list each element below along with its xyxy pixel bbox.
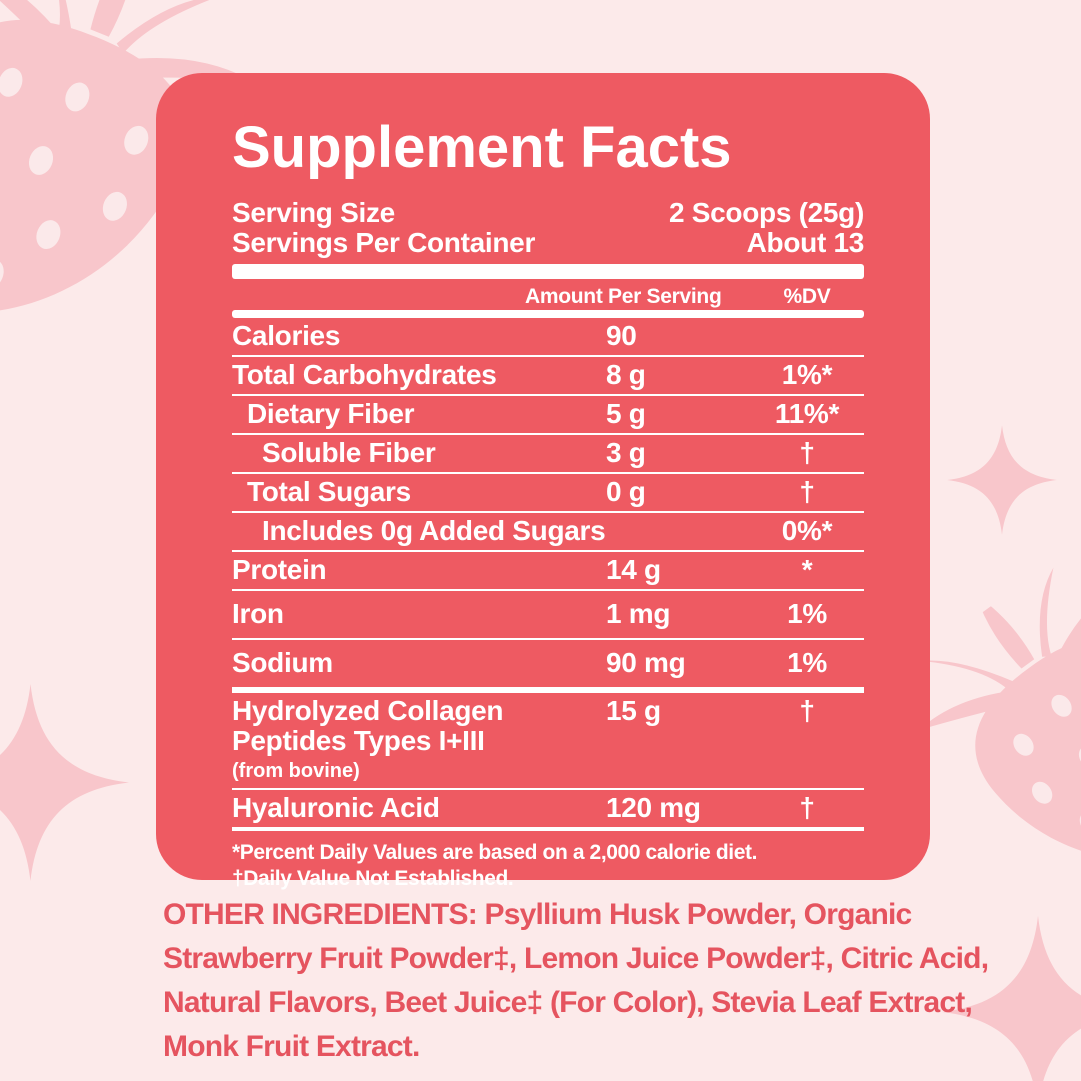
nutrient-dv: †	[799, 437, 815, 468]
servings-per-container-value: About 13	[746, 227, 865, 258]
nutrient-amount: 15 g	[606, 695, 661, 726]
table-row: Calories 90	[232, 318, 864, 357]
servings-per-container-label: Servings Per Container	[232, 227, 536, 258]
nutrient-amount: 5 g	[606, 398, 646, 429]
table-row: Dietary Fiber 5 g 11%*	[232, 396, 864, 435]
nutrient-name: Total Sugars	[247, 476, 411, 507]
table-row: Total Sugars 0 g †	[232, 474, 864, 513]
other-ingredients-line: Natural Flavors, Beet Juice‡ (For Color)…	[163, 986, 973, 1019]
table-row: Protein 14 g *	[232, 552, 864, 591]
nutrient-amount: 8 g	[606, 359, 646, 390]
table-row: Hydrolyzed Collagen Peptides Types I+III(…	[232, 693, 864, 790]
table-header: Amount Per Serving %DV	[232, 284, 864, 310]
serving-size-label: Serving Size	[232, 197, 395, 228]
table-row: Soluble Fiber 3 g †	[232, 435, 864, 474]
nutrient-name: Includes 0g Added Sugars	[262, 515, 606, 546]
nutrient-dv: 11%*	[774, 398, 840, 429]
serving-size-value: 2 Scoops (25g)	[669, 197, 864, 228]
supplement-facts-panel: Supplement Facts Serving Size 2 Scoops (…	[156, 73, 930, 890]
nutrient-name: Soluble Fiber	[262, 437, 436, 468]
nutrient-dv: †	[799, 476, 815, 507]
other-ingredients-line: Monk Fruit Extract.	[163, 1030, 420, 1063]
nutrient-dv: 1%	[787, 598, 827, 629]
amount-per-serving-header: Amount Per Serving	[525, 285, 722, 308]
table-row: Total Carbohydrates 8 g 1%*	[232, 357, 864, 396]
nutrient-amount: 90	[606, 320, 637, 351]
panel-title: Supplement Facts	[232, 115, 732, 180]
footnote-line: *Percent Daily Values are based on a 2,0…	[232, 841, 758, 864]
nutrient-dv: 0%*	[781, 515, 833, 546]
table-row: Iron 1 mg 1%	[232, 591, 864, 640]
nutrient-amount: 1 mg	[606, 598, 671, 629]
nutrient-name: Total Carbohydrates	[232, 359, 497, 390]
nutrient-dv: 1%	[787, 647, 827, 678]
table-row: Sodium 90 mg 1%	[232, 640, 864, 693]
nutrient-amount: 3 g	[606, 437, 646, 468]
nutrient-name: Dietary Fiber	[247, 398, 415, 429]
nutrient-amount: 120 mg	[606, 792, 701, 823]
nutrient-name: Iron	[232, 598, 284, 629]
serving-size-row: Serving Size 2 Scoops (25g)	[232, 198, 864, 228]
other-ingredients-line: Strawberry Fruit Powder‡, Lemon Juice Po…	[163, 942, 989, 975]
separator-bar	[232, 310, 864, 318]
footnotes: *Percent Daily Values are based on a 2,0…	[232, 840, 864, 892]
other-ingredients: OTHER INGREDIENTS: Psyllium Husk Powder,…	[163, 893, 989, 1069]
nutrient-amount: 0 g	[606, 476, 646, 507]
nutrient-name: Sodium	[232, 647, 333, 678]
serving-info: Serving Size 2 Scoops (25g) Servings Per…	[232, 198, 864, 258]
nutrient-name: Hyaluronic Acid	[232, 792, 440, 823]
nutrient-dv: †	[799, 695, 815, 726]
nutrient-subnote: (from bovine)	[232, 760, 360, 782]
footnote-line: †Daily Value Not Established.	[232, 867, 514, 890]
dv-header: %DV	[783, 285, 831, 308]
nutrient-dv: *	[801, 554, 813, 585]
nutrient-dv: 1%*	[781, 359, 833, 390]
nutrient-name: Hydrolyzed Collagen Peptides Types I+III(…	[232, 696, 624, 784]
servings-per-container-row: Servings Per Container About 13	[232, 228, 864, 258]
nutrient-dv: †	[799, 792, 815, 823]
nutrient-amount: 90 mg	[606, 647, 686, 678]
nutrient-name: Protein	[232, 554, 327, 585]
nutrient-name: Calories	[232, 320, 341, 351]
table-row: Includes 0g Added Sugars 0%*	[232, 513, 864, 552]
sparkle-icon	[945, 423, 1059, 537]
nutrient-amount: 14 g	[606, 554, 661, 585]
separator-bar	[232, 264, 864, 279]
table-row: Hyaluronic Acid 120 mg †	[232, 790, 864, 831]
nutrition-table: Calories 90 Total Carbohydrates 8 g 1%* …	[232, 318, 864, 831]
sparkle-icon	[0, 680, 133, 885]
other-ingredients-line: OTHER INGREDIENTS: Psyllium Husk Powder,…	[163, 898, 912, 931]
